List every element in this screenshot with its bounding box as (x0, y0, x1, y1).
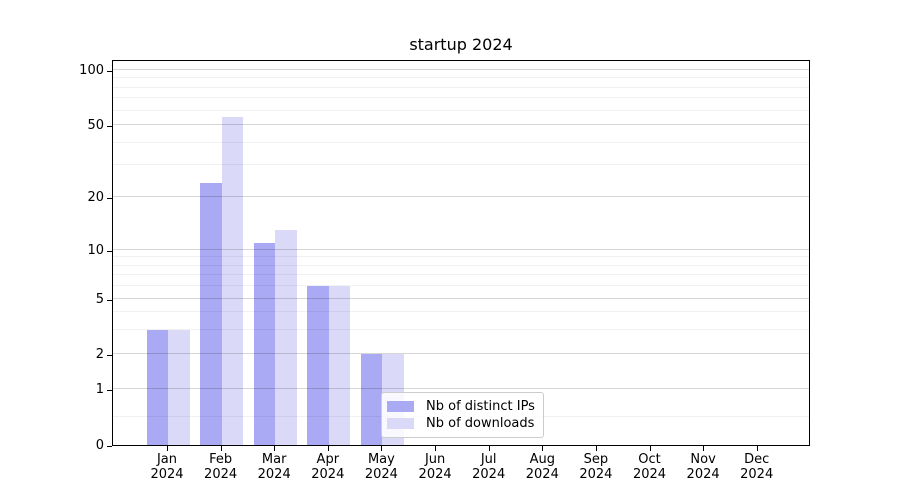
gridline-minor (113, 86, 809, 88)
gridline-minor (113, 77, 809, 79)
x-axis-tick-label: Mar 2024 (257, 452, 291, 482)
x-axis-tick (649, 446, 651, 451)
gridline-major (113, 353, 809, 354)
gridline-minor (113, 264, 809, 266)
x-axis-tick (756, 446, 758, 451)
x-axis-tick-label: Aug 2024 (525, 452, 559, 482)
bar-downloads (221, 117, 244, 445)
gridline-minor (113, 311, 809, 313)
x-axis-tick-label: Sep 2024 (579, 452, 613, 482)
x-axis-tick-label: Apr 2024 (311, 452, 345, 482)
y-axis-tick (107, 446, 112, 447)
x-axis-tick-label: Oct 2024 (632, 452, 667, 482)
gridline-minor (113, 274, 809, 276)
y-axis-tick (107, 300, 112, 301)
gridline-major (113, 298, 809, 299)
x-axis-tick-label: Jan 2024 (150, 452, 184, 482)
y-axis-tick-label: 50 (87, 118, 104, 133)
x-axis-tick (595, 446, 597, 451)
y-axis-tick (107, 251, 112, 252)
gridline-major (113, 195, 809, 197)
y-axis-tick (107, 197, 112, 199)
gridline-major (113, 388, 809, 389)
x-axis-tick (327, 446, 329, 451)
x-axis-tick (220, 446, 222, 451)
bar-downloads (168, 329, 190, 445)
gridline-minor (113, 164, 809, 165)
x-axis-tick-label: Jun 2024 (418, 452, 452, 482)
gridline-major (113, 124, 809, 125)
y-axis-tick-label: 1 (95, 382, 104, 397)
legend-swatch-downloads (387, 418, 414, 429)
x-axis-tick-label: Jul 2024 (472, 452, 506, 482)
bar-downloads (275, 229, 297, 445)
bar-distinct-ips (360, 354, 383, 445)
y-axis-tick-label: 0 (95, 438, 104, 453)
y-axis-tick-label: 5 (95, 292, 104, 307)
gridline-minor (113, 141, 809, 143)
y-axis-tick-label: 10 (87, 243, 104, 258)
bar-distinct-ips (307, 286, 329, 445)
x-axis-tick-label: May 2024 (364, 452, 398, 482)
bar-downloads (328, 286, 351, 445)
legend-item-downloads: Nb of downloads (387, 416, 535, 432)
gridline-minor (113, 97, 809, 99)
gridline-major (113, 249, 809, 250)
x-axis-tick (703, 446, 705, 451)
gridline-major (113, 69, 809, 70)
bar-distinct-ips (253, 242, 276, 445)
gridline-minor (113, 328, 809, 330)
legend-swatch-distinct-ips (387, 401, 414, 412)
x-axis-tick (542, 446, 544, 451)
chart-title: startup 2024 (409, 35, 513, 54)
x-axis-tick-label: Dec 2024 (740, 452, 774, 482)
y-axis-tick-label: 2 (95, 347, 104, 362)
gridline-minor (113, 285, 809, 287)
x-axis-tick (435, 446, 437, 451)
y-axis-tick (107, 126, 112, 127)
gridline-minor (113, 256, 809, 258)
legend: Nb of distinct IPs Nb of downloads (381, 392, 544, 438)
plot-area: Nb of distinct IPs Nb of downloads (112, 60, 810, 446)
y-axis-tick (107, 355, 112, 356)
y-axis-tick (107, 71, 112, 72)
bar-distinct-ips (146, 329, 168, 445)
x-axis-tick (167, 446, 168, 451)
y-axis-tick (107, 390, 112, 391)
x-axis-tick-label: Feb 2024 (204, 452, 238, 482)
x-axis-tick (274, 446, 276, 451)
legend-label-downloads: Nb of downloads (426, 416, 535, 431)
y-axis-tick-label: 100 (79, 63, 104, 78)
x-axis-tick (488, 446, 490, 451)
x-axis-tick-label: Nov 2024 (686, 452, 720, 482)
gridline-minor (113, 109, 809, 111)
x-axis-tick (381, 446, 383, 451)
y-axis-tick-label: 20 (87, 189, 104, 205)
bar-distinct-ips (200, 182, 222, 445)
legend-item-distinct-ips: Nb of distinct IPs (387, 399, 535, 415)
legend-label-distinct-ips: Nb of distinct IPs (426, 399, 535, 414)
